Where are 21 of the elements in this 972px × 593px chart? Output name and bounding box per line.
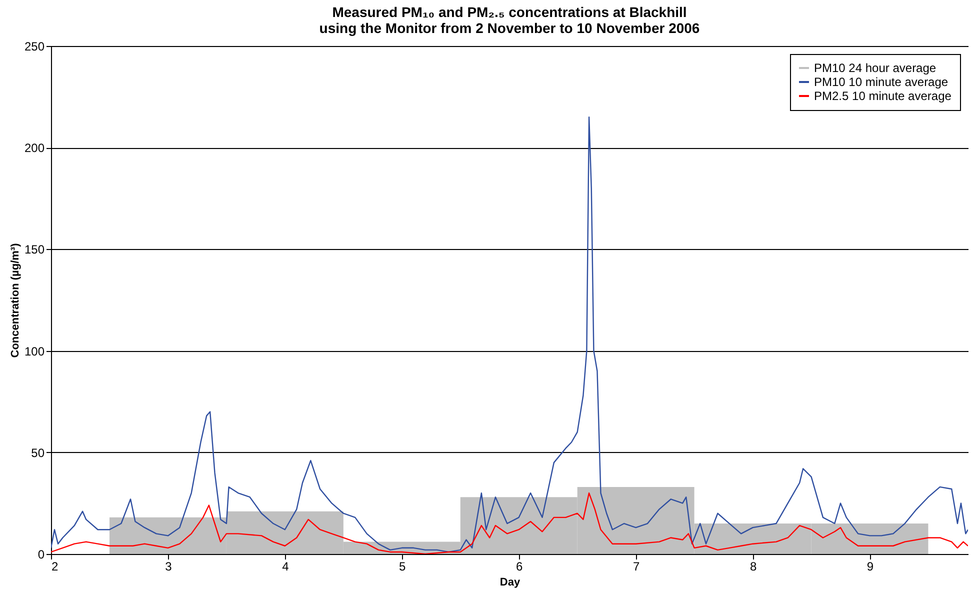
x-tick-label: 6 [516, 560, 524, 574]
line-series [51, 492, 968, 554]
chart-title: Measured PM₁₀ and PM₂.₅ concentrations at Blackhill using the Monitor from 2 November to 10 November 2006 [319, 4, 700, 36]
x-tick-label: 8 [750, 560, 757, 574]
legend-label: PM10 24 hour average [814, 61, 936, 75]
y-tick-label: 0 [38, 548, 45, 562]
y-tick-label: 50 [31, 446, 45, 460]
x-tick-label: 2 [52, 560, 58, 574]
y-tick-label: 100 [24, 344, 45, 358]
x-tick-label: 9 [866, 560, 874, 574]
y-axis-title: Concentration (µg/m³) [9, 242, 22, 358]
x-tick-label: 5 [399, 560, 406, 574]
x-tick-label: 3 [165, 560, 172, 574]
x-tick-label: 7 [632, 560, 640, 574]
legend-label: PM10 10 minute average [814, 75, 948, 89]
y-tick-label: 200 [24, 141, 45, 156]
x-tick-label: 4 [282, 560, 290, 574]
y-tick-label: 150 [24, 242, 45, 257]
y-tick-label: 250 [24, 40, 45, 54]
x-axis-title: Day [500, 576, 521, 588]
legend-label: PM2.5 10 minute average [814, 89, 952, 103]
